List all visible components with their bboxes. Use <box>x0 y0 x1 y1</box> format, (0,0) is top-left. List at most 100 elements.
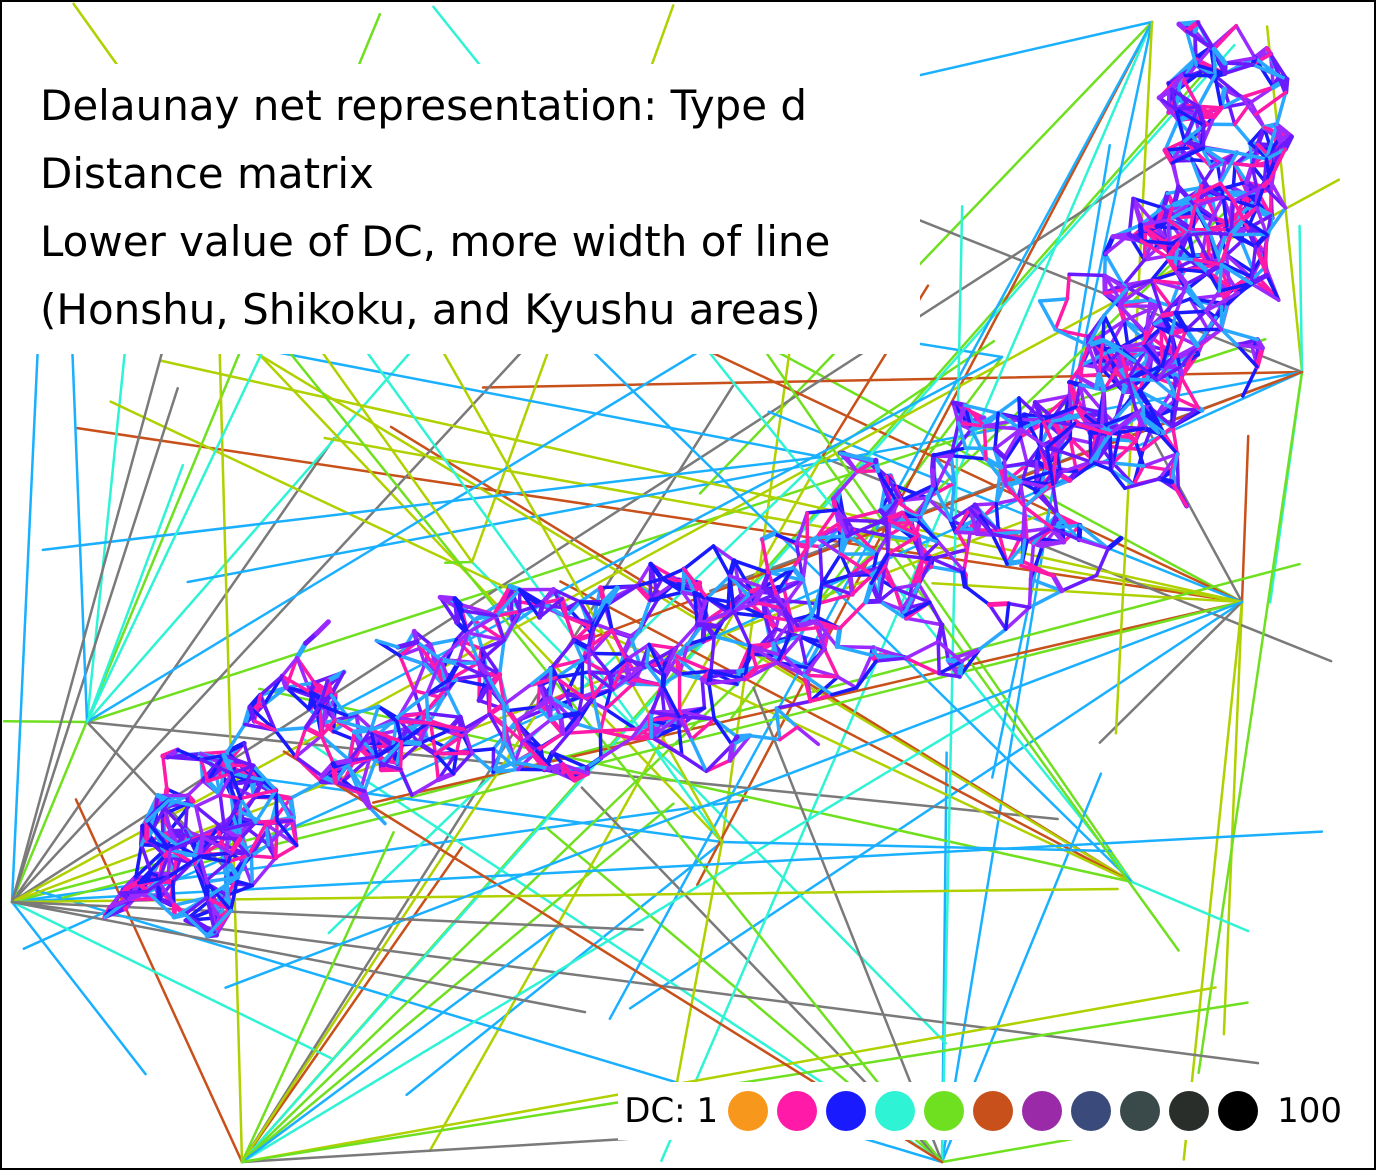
dense-edge <box>709 634 716 673</box>
sparse-edge <box>240 924 562 1164</box>
dense-edge <box>935 622 945 645</box>
dense-edge <box>550 658 585 669</box>
dense-edge <box>395 692 429 720</box>
dense-edge <box>1264 147 1287 161</box>
dense-edge <box>692 591 700 627</box>
dense-edge <box>329 693 349 718</box>
dense-edge <box>319 734 337 768</box>
sparse-edge <box>186 370 1304 584</box>
dense-edge <box>1004 601 1011 631</box>
dense-edge <box>145 875 170 894</box>
dense-edge <box>199 753 226 762</box>
dense-edge <box>183 895 209 917</box>
dense-edge <box>289 819 299 848</box>
dense-edge <box>845 534 879 556</box>
dense-edge <box>446 661 461 683</box>
dense-edge <box>842 518 883 524</box>
dense-edge <box>1169 452 1180 484</box>
dense-edge <box>1254 90 1288 116</box>
dense-edge <box>1099 410 1139 429</box>
dense-edge <box>682 544 716 571</box>
dense-edge <box>818 544 824 586</box>
dense-edge <box>1213 73 1223 110</box>
sparse-edge <box>628 600 1244 1010</box>
dense-edge <box>748 733 782 742</box>
dense-edge <box>330 761 338 769</box>
dense-edge <box>774 699 812 710</box>
dense-edge <box>969 427 988 461</box>
dense-edge <box>963 446 997 451</box>
dense-edge <box>527 666 553 688</box>
dense-edge <box>886 533 921 556</box>
dense-edge <box>218 793 227 832</box>
dense-edge <box>344 704 381 718</box>
dense-edge <box>1268 147 1287 182</box>
dense-edge <box>781 634 802 658</box>
dense-edge <box>884 517 890 556</box>
dense-edge <box>610 628 633 639</box>
dense-edge <box>854 659 878 690</box>
dense-edge <box>1169 331 1177 360</box>
dense-edge <box>1103 273 1129 292</box>
dense-edge <box>136 875 170 885</box>
dense-edge <box>874 656 908 663</box>
dense-edge <box>1188 297 1210 332</box>
dense-edge <box>1037 297 1070 303</box>
sparse-edge <box>410 296 724 844</box>
dense-edge <box>1141 424 1175 452</box>
dense-edge <box>433 752 440 782</box>
dense-edge <box>578 585 603 604</box>
dense-edge <box>1282 134 1294 152</box>
dense-edge <box>199 757 234 776</box>
sparse-edge <box>444 560 474 565</box>
dense-edge <box>707 681 716 721</box>
dense-edge <box>1165 241 1181 261</box>
dense-edge <box>453 677 490 688</box>
dense-edge <box>1157 96 1178 111</box>
legend-swatch-aqua <box>875 1091 916 1131</box>
dense-edge <box>1184 29 1216 51</box>
dense-edge <box>822 647 840 679</box>
dense-edge <box>968 507 994 536</box>
dense-edge <box>920 540 941 560</box>
dense-edge <box>949 453 988 461</box>
dense-edge <box>1037 490 1059 517</box>
dense-edge <box>1110 232 1132 240</box>
dense-edge <box>303 725 324 739</box>
dense-edge <box>673 622 700 651</box>
dense-edge <box>438 657 461 667</box>
sparse-edge <box>991 20 1154 779</box>
sparse-edge <box>668 840 724 1120</box>
dense-edge <box>834 625 843 650</box>
dense-edge <box>1126 377 1139 415</box>
dense-edge <box>1171 195 1192 208</box>
legend-swatch-purple <box>1022 1091 1063 1131</box>
dense-edge <box>587 670 612 676</box>
dense-edge <box>1224 239 1244 257</box>
dense-edge <box>644 662 665 688</box>
dense-edge <box>273 819 279 860</box>
dense-edge <box>814 536 843 556</box>
dense-edge <box>1019 417 1045 431</box>
dense-edge <box>578 600 595 625</box>
dense-edge <box>1170 146 1206 165</box>
sparse-edge <box>240 831 395 1164</box>
dense-edge <box>635 562 653 588</box>
dense-edge <box>963 403 987 429</box>
dense-edge <box>412 662 427 693</box>
dense-edge <box>1179 73 1200 109</box>
dense-edge <box>1190 157 1204 188</box>
dense-edge <box>222 753 255 768</box>
dense-edge <box>433 751 474 756</box>
dense-edge <box>520 739 551 771</box>
dense-edge <box>1194 46 1213 67</box>
sparse-edge <box>323 436 1244 604</box>
dense-edge <box>808 692 834 704</box>
dense-edge <box>1175 375 1184 401</box>
dense-edge <box>264 822 299 848</box>
dense-edge <box>649 735 684 757</box>
dense-edge <box>225 722 247 754</box>
dense-edge <box>1040 417 1059 452</box>
dense-edge <box>238 788 278 801</box>
dense-edge <box>1138 218 1171 227</box>
